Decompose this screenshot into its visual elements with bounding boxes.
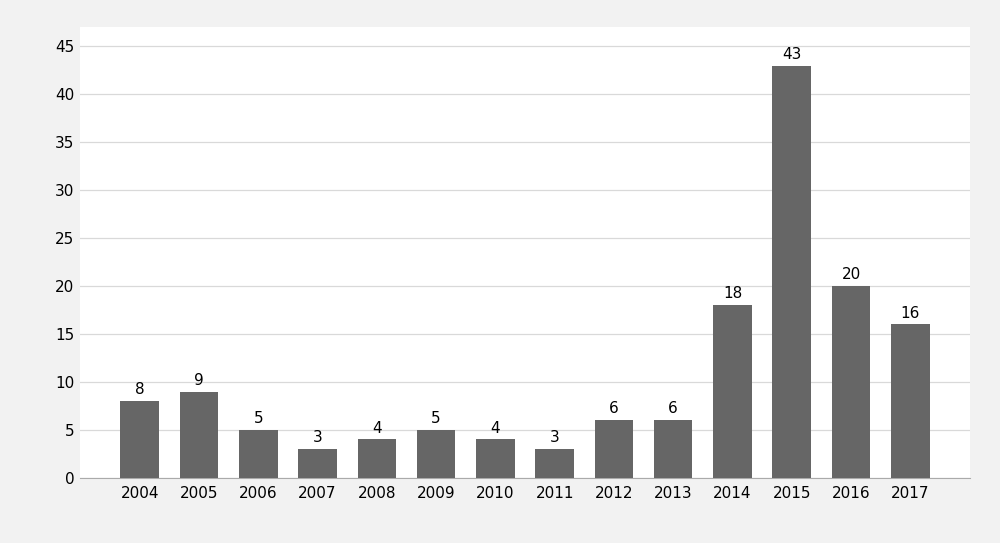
Bar <box>713 305 752 478</box>
Bar <box>654 420 692 478</box>
Text: 6: 6 <box>609 401 619 416</box>
Bar <box>298 449 337 478</box>
Text: 3: 3 <box>313 430 322 445</box>
Text: 43: 43 <box>782 47 801 62</box>
Text: 8: 8 <box>135 382 145 397</box>
Bar <box>832 286 870 478</box>
Bar <box>595 420 633 478</box>
Text: 5: 5 <box>431 411 441 426</box>
Bar <box>535 449 574 478</box>
Bar <box>120 401 159 478</box>
Text: 4: 4 <box>372 421 382 435</box>
Text: 20: 20 <box>841 267 861 282</box>
Bar <box>417 430 455 478</box>
Bar <box>891 324 930 478</box>
Text: 4: 4 <box>491 421 500 435</box>
Bar <box>358 439 396 478</box>
Bar <box>239 430 278 478</box>
Text: 6: 6 <box>668 401 678 416</box>
Bar <box>476 439 515 478</box>
Text: 5: 5 <box>253 411 263 426</box>
Text: 16: 16 <box>901 306 920 320</box>
Text: 9: 9 <box>194 372 204 388</box>
Bar <box>180 392 218 478</box>
Bar <box>772 66 811 478</box>
Text: 3: 3 <box>550 430 560 445</box>
Text: 18: 18 <box>723 286 742 301</box>
